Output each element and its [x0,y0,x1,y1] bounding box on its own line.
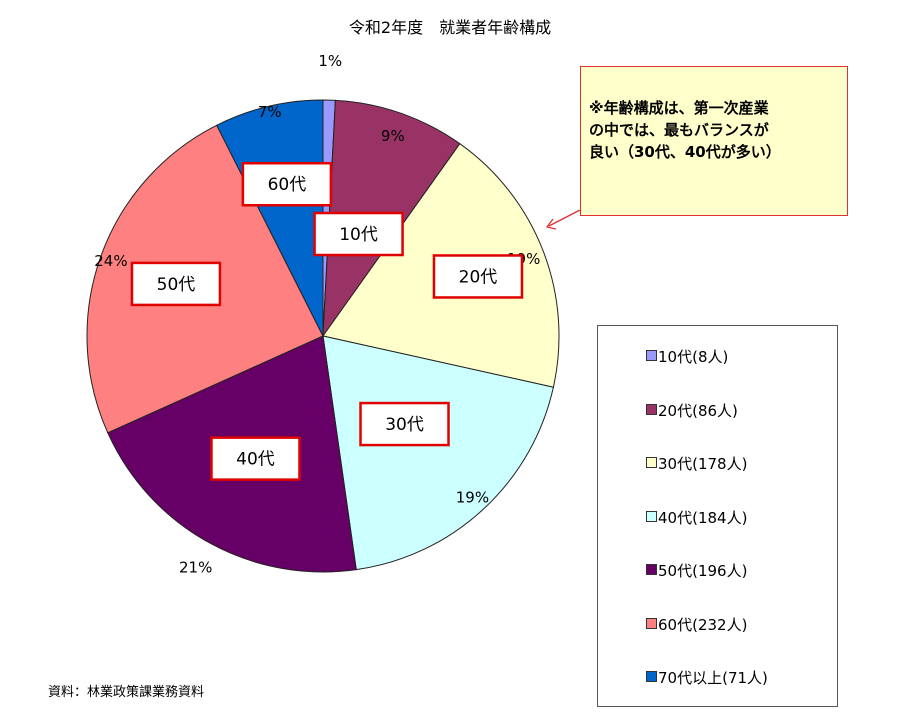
legend-item: 50代(196人) [646,560,747,581]
percent-label: 19% [456,488,489,506]
slice-label: 50代 [157,275,196,295]
chart-title: 令和2年度 就業者年齢構成 [348,18,552,37]
legend-item: 20代(86人) [646,400,738,421]
legend-swatch [646,350,657,361]
legend-label: 70代以上(71人) [658,669,768,687]
legend-swatch [646,403,657,415]
pie-slice [322,335,554,571]
percent-label: 9% [381,127,405,145]
slice-label: 10代 [339,225,378,245]
annotation-note: ※年齢構成は、第一次産業 の中では、最もバランスが 良い（30代、40代が多い） [580,66,848,216]
legend-item: 70代以上(71人) [646,667,768,688]
slice-label: 30代 [385,415,424,435]
note-line: 良い（30代、40代が多い） [589,143,781,161]
note-line: の中では、最もバランスが [589,121,769,139]
legend: 10代(8人) 20代(86人) 30代(178人) 40代(184人) 50代(196… [597,325,838,707]
legend-swatch [646,510,657,522]
legend-swatch [646,564,657,575]
slice-label: 20代 [459,267,498,287]
percent-label: 7% [258,103,282,121]
percent-label: 1% [318,52,342,70]
legend-label: 10代(8人) [658,348,729,366]
slice-label-box: 40代 [210,436,301,481]
legend-label: 20代(86人) [658,401,738,420]
legend-swatch [646,617,657,629]
slice-label: 60代 [268,175,307,195]
legend-item: 60代(232人) [646,614,747,635]
slice-label: 40代 [236,450,275,470]
slice-label-box: 60代 [241,161,333,207]
legend-swatch [646,457,657,468]
slice-label-box: 30代 [359,401,450,447]
legend-label: 60代(232人) [658,615,748,634]
slice-label-box: 20代 [432,254,524,299]
slice-label-box: 50代 [130,261,222,307]
slice-label-box: 10代 [313,211,404,257]
legend-swatch [646,671,657,682]
legend-label: 40代(184人) [658,508,748,527]
source-note: 資料：林業政策課業務資料 [48,685,205,700]
legend-item: 10代(8人) [646,346,728,367]
callout-arrow [545,209,581,230]
percent-label: 24% [94,252,127,270]
note-line: ※年齢構成は、第一次産業 [589,99,769,117]
legend-item: 30代(178人) [646,453,747,474]
legend-item: 40代(184人) [646,507,747,528]
pie-slice [216,99,324,337]
percent-label: 21% [179,558,212,576]
legend-label: 50代(196人) [658,562,748,580]
legend-label: 30代(178人) [658,455,748,473]
